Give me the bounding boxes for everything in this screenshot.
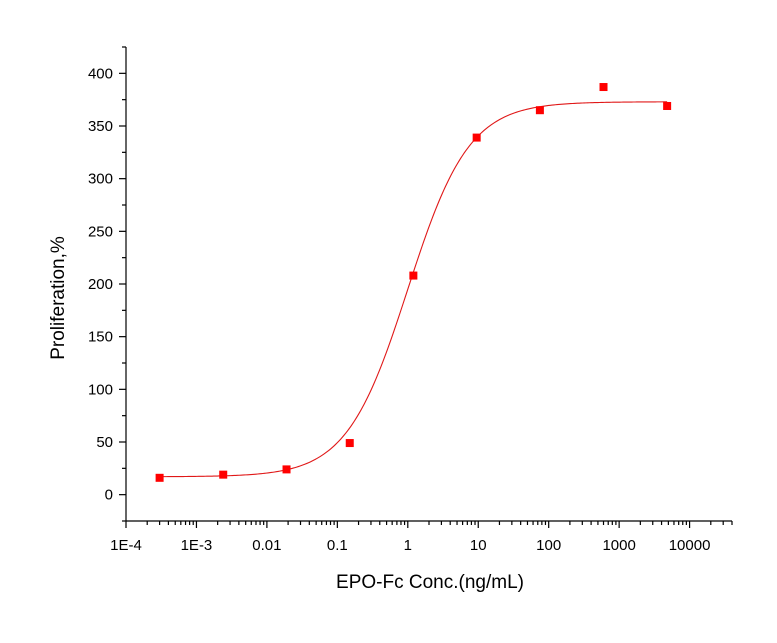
data-point <box>472 133 481 142</box>
y-tick-label: 0 <box>105 487 113 504</box>
y-tick-label: 100 <box>88 381 113 398</box>
data-points-layer <box>155 83 672 482</box>
x-tick-label: 1000 <box>602 537 635 554</box>
data-point <box>409 271 418 280</box>
y-tick-label: 200 <box>88 276 113 293</box>
y-axis-label: Proliferation,% <box>48 236 69 360</box>
data-point <box>663 101 672 110</box>
data-point <box>219 470 228 479</box>
y-tick-label: 300 <box>88 171 113 188</box>
x-tick-label: 0.1 <box>327 537 348 554</box>
data-point <box>155 473 164 482</box>
x-tick-label: 100 <box>536 537 561 554</box>
x-tick-label: 1E-3 <box>181 537 213 554</box>
x-axis-label: EPO-Fc Conc.(ng/mL) <box>336 572 524 593</box>
data-point <box>345 439 354 448</box>
fit-curve <box>159 101 668 478</box>
y-tick-label: 350 <box>88 118 113 135</box>
data-point <box>599 83 608 92</box>
data-point <box>535 106 544 115</box>
y-tick-label: 150 <box>88 329 113 346</box>
y-tick-label: 400 <box>88 65 113 82</box>
y-tick-label: 250 <box>88 223 113 240</box>
fit-curve-layer <box>159 101 668 478</box>
axes: 0 50 100 150 200 250 300 350 400 1E-4 1E-3 0.01 0.1 1… <box>88 46 733 554</box>
y-tick-label: 50 <box>96 434 113 451</box>
x-tick-label: 1 <box>404 537 412 554</box>
x-tick-label: 10 <box>470 537 487 554</box>
x-tick-label: 0.01 <box>252 537 281 554</box>
data-point <box>282 465 291 474</box>
x-tick-label: 1E-4 <box>110 537 142 554</box>
x-tick-label: 10000 <box>669 537 711 554</box>
